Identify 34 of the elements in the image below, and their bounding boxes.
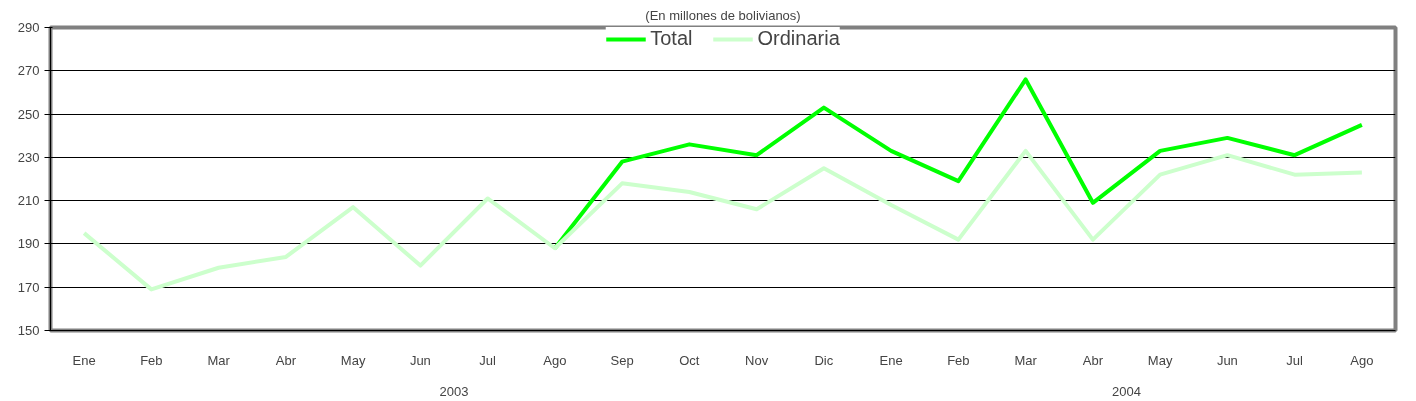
x-tick-label: Mar — [1014, 352, 1038, 368]
y-tick-label: 150 — [17, 323, 40, 338]
line-series — [82, 148, 1364, 292]
x-tick-label: Ene — [879, 352, 903, 368]
x-tick-label: May — [340, 352, 366, 368]
text: 2003 — [439, 383, 469, 399]
y-tick-label: 290 — [17, 20, 40, 35]
chart-title: (En millones de bolivianos) — [645, 7, 801, 23]
y-tick-label: 170 — [17, 279, 40, 295]
legend-label: Ordinaria — [757, 27, 840, 50]
x-tick-label: Ago — [543, 352, 567, 368]
x-tick-label: Jun — [1216, 352, 1238, 368]
x-tick-label: Abr — [1082, 352, 1104, 368]
x-tick-label: Feb — [140, 352, 163, 368]
y-tick-label: 210 — [17, 193, 40, 209]
x-tick-label: Dic — [814, 352, 834, 368]
y-tick-label: 230 — [17, 149, 40, 165]
x-tick-label: Ago — [1350, 352, 1374, 368]
x-tick-label: Jul — [479, 352, 497, 368]
y-tick-label: 270 — [17, 63, 40, 79]
x-tick-label: Abr — [275, 352, 297, 368]
x-tick-label: Ene — [72, 352, 96, 368]
y-tick-label: 250 — [17, 106, 40, 122]
x-tick-label: Feb — [947, 352, 970, 368]
legend-label: Total — [650, 27, 693, 50]
y-tick-label: 190 — [17, 236, 40, 252]
x-tick-label: May — [1147, 352, 1173, 368]
x-tick-label: Jun — [409, 352, 431, 368]
x-tick-label: Jul — [1286, 352, 1304, 368]
x-tick-label: Mar — [207, 352, 231, 368]
text: 2004 — [1112, 383, 1141, 399]
x-tick-label: Oct — [679, 352, 700, 368]
x-tick-label: Sep — [610, 352, 634, 368]
x-tick-label: Nov — [745, 352, 769, 368]
